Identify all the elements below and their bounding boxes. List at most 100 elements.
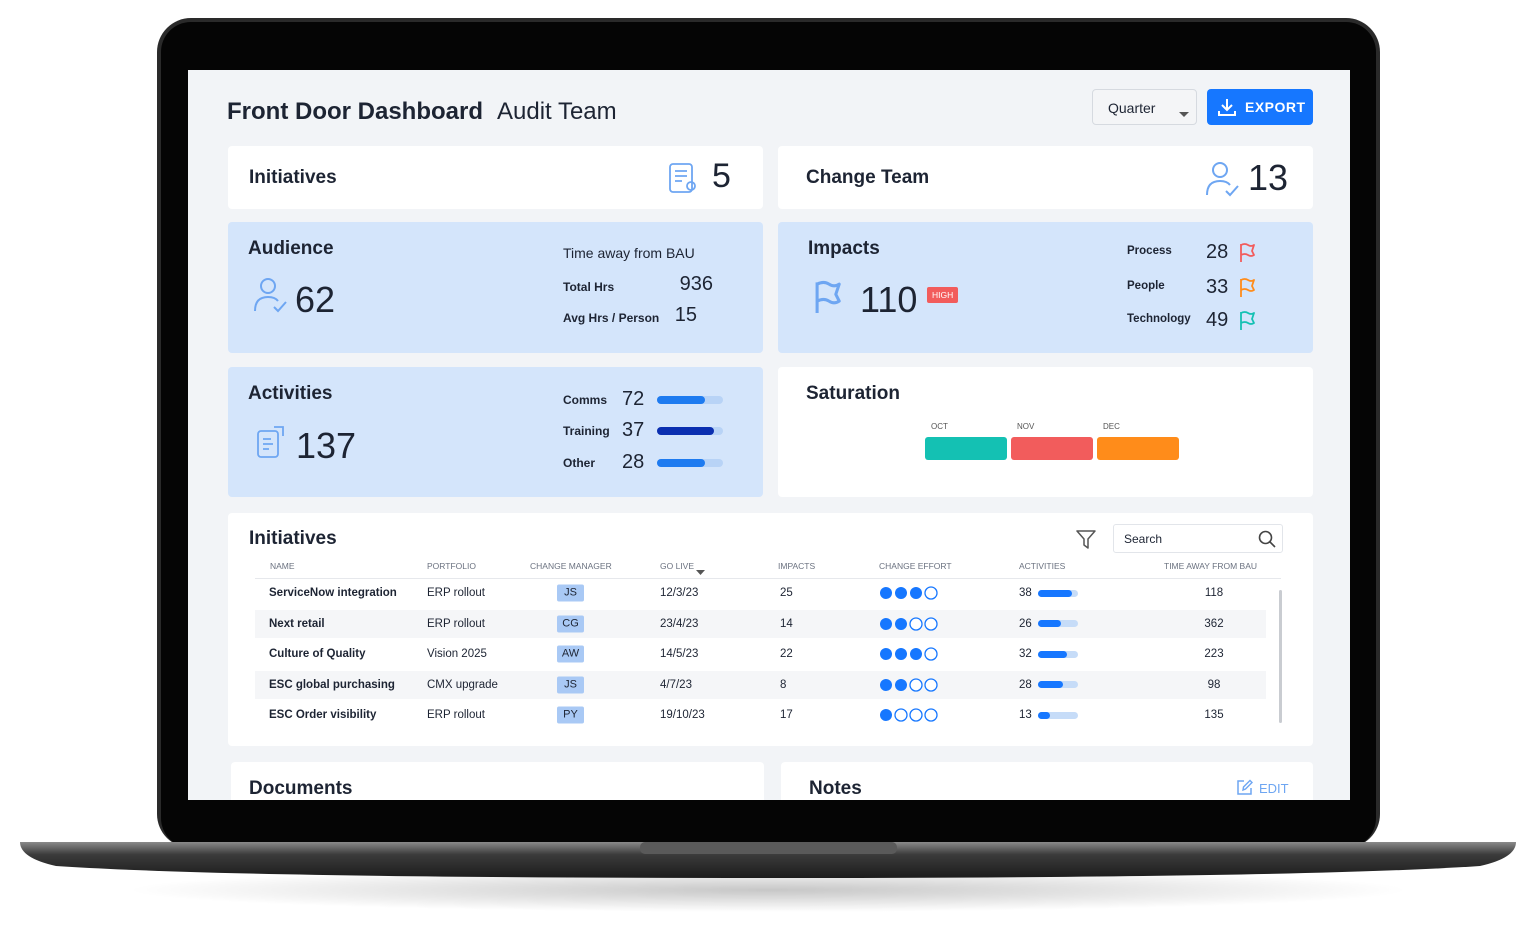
change-team-count: 13 (1248, 157, 1289, 198)
header-title-group: Front Door Dashboard Audit Team (227, 98, 617, 126)
edit-button[interactable]: EDIT (1236, 779, 1296, 799)
card-title: Change Team (806, 167, 930, 188)
header-divider (255, 578, 1281, 579)
column-header: ACTIVITIES (1019, 561, 1066, 571)
activities-bar-track (1038, 711, 1078, 719)
activities-value: 13 (1019, 709, 1032, 721)
scrollbar (1279, 590, 1282, 723)
activity-bar-fill (657, 427, 714, 435)
card-title: Initiatives (249, 528, 337, 549)
activities-bar-track (1038, 589, 1078, 597)
activities-bar-fill (1038, 589, 1072, 597)
dashboard-title: Front Door Dashboard (227, 98, 483, 125)
initiatives-count-card: Initiatives 5 (228, 146, 763, 209)
change-effort-dots (879, 708, 941, 722)
impact-value: 49 (1206, 309, 1229, 331)
bau-value: 936 (679, 273, 713, 295)
edit-icon (1236, 779, 1253, 796)
activities-bar-track (1038, 620, 1078, 627)
period-dropdown[interactable]: Quarter (1092, 89, 1197, 125)
manager-chip: CG (557, 615, 584, 632)
impacts-value: 8 (780, 678, 787, 691)
saturation-card: Saturation OCT NOV DEC (778, 367, 1313, 497)
activity-label: Training (563, 424, 610, 438)
activities-bar-track (1038, 650, 1078, 658)
document-icon (668, 162, 698, 194)
column-header: PORTFOLIO (427, 561, 476, 571)
audience-card: Audience 62 Time away from BAU Total Hrs 936… (228, 222, 763, 353)
card-title: Initiatives (249, 167, 337, 188)
audience-count: 62 (295, 279, 336, 320)
activity-value: 28 (622, 451, 645, 473)
person-icon (252, 275, 288, 313)
activity-bar-track (657, 459, 723, 467)
edit-label: EDIT (1259, 781, 1289, 796)
impact-flag (1238, 242, 1256, 263)
initiative-name[interactable]: Next retail (269, 617, 325, 630)
activity-value: 72 (622, 388, 645, 410)
team-name: Audit Team (497, 98, 617, 125)
export-label: EXPORT (1245, 99, 1306, 115)
initiative-name[interactable]: ESC Order visibility (269, 709, 377, 721)
card-title: Audience (248, 238, 334, 259)
impact-value: 33 (1206, 276, 1229, 298)
go-live-date: 23/4/23 (660, 617, 699, 630)
saturation-block (925, 437, 1007, 460)
activity-bar-fill (657, 396, 705, 404)
initiative-name[interactable]: Culture of Quality (269, 648, 366, 660)
export-button[interactable]: EXPORT (1207, 89, 1313, 125)
initiative-name[interactable]: ESC global purchasing (269, 678, 395, 691)
activities-value: 26 (1019, 617, 1032, 630)
saturation-block (1011, 437, 1093, 460)
impact-value: 28 (1206, 241, 1229, 263)
search-placeholder: Search (1124, 532, 1163, 546)
time-away-value: 362 (1204, 617, 1224, 630)
activities-value: 32 (1019, 648, 1032, 660)
bau-value: 15 (674, 304, 697, 326)
search-icon (1258, 530, 1276, 548)
activities-value: 38 (1019, 587, 1032, 599)
row-stripe (255, 670, 1266, 699)
column-header[interactable]: GO LIVE (660, 561, 695, 571)
month-label: NOV (1017, 422, 1035, 431)
impacts-value: 22 (780, 648, 793, 660)
initiative-name[interactable]: ServiceNow integration (269, 587, 397, 599)
column-header: NAME (270, 561, 295, 571)
dropdown-caret (1179, 105, 1189, 117)
card-title: Activities (248, 383, 333, 404)
time-away-value: 118 (1204, 587, 1224, 599)
portfolio: ERP rollout (427, 709, 485, 721)
manager-chip: JS (557, 676, 584, 693)
activities-bar-fill (1038, 620, 1062, 627)
impacts-count: 110 (860, 279, 918, 320)
column-header: IMPACTS (778, 561, 816, 571)
search-box[interactable]: Search (1113, 524, 1283, 553)
column-header: CHANGE MANAGER (530, 561, 612, 571)
impact-flag (1238, 277, 1256, 298)
activity-bar-track (657, 396, 723, 404)
impact-level-badge: HIGH (927, 287, 959, 303)
impacts-value: 25 (780, 587, 793, 599)
time-away-value: 223 (1204, 648, 1224, 660)
activity-icon (256, 425, 286, 459)
activities-bar-fill (1038, 650, 1067, 658)
go-live-date: 12/3/23 (660, 587, 699, 599)
portfolio: ERP rollout (427, 587, 485, 599)
initiatives-table-card: Initiatives Search NAME PORTFOLIO CHANGE MAN… (228, 513, 1313, 746)
month-label: OCT (931, 422, 948, 431)
activities-count: 137 (296, 425, 357, 466)
card-title: Documents (249, 778, 353, 799)
activities-bar-track (1038, 681, 1078, 688)
card-title: Notes (809, 778, 862, 799)
change-team-card: Change Team 13 (778, 146, 1313, 209)
activity-label: Comms (563, 393, 608, 407)
filter-icon[interactable] (1076, 530, 1096, 549)
card-title: Saturation (806, 383, 900, 404)
go-live-date: 14/5/23 (660, 648, 699, 660)
notes-card: Notes EDIT (781, 762, 1313, 800)
impacts-card: Impacts 110 HIGH Process 28 People 33 Technolog… (778, 222, 1313, 353)
impacts-value: 17 (780, 709, 793, 721)
screen: Front Door Dashboard Audit Team Quarter EXP… (188, 70, 1350, 800)
bau-label: Total Hrs (563, 280, 615, 294)
